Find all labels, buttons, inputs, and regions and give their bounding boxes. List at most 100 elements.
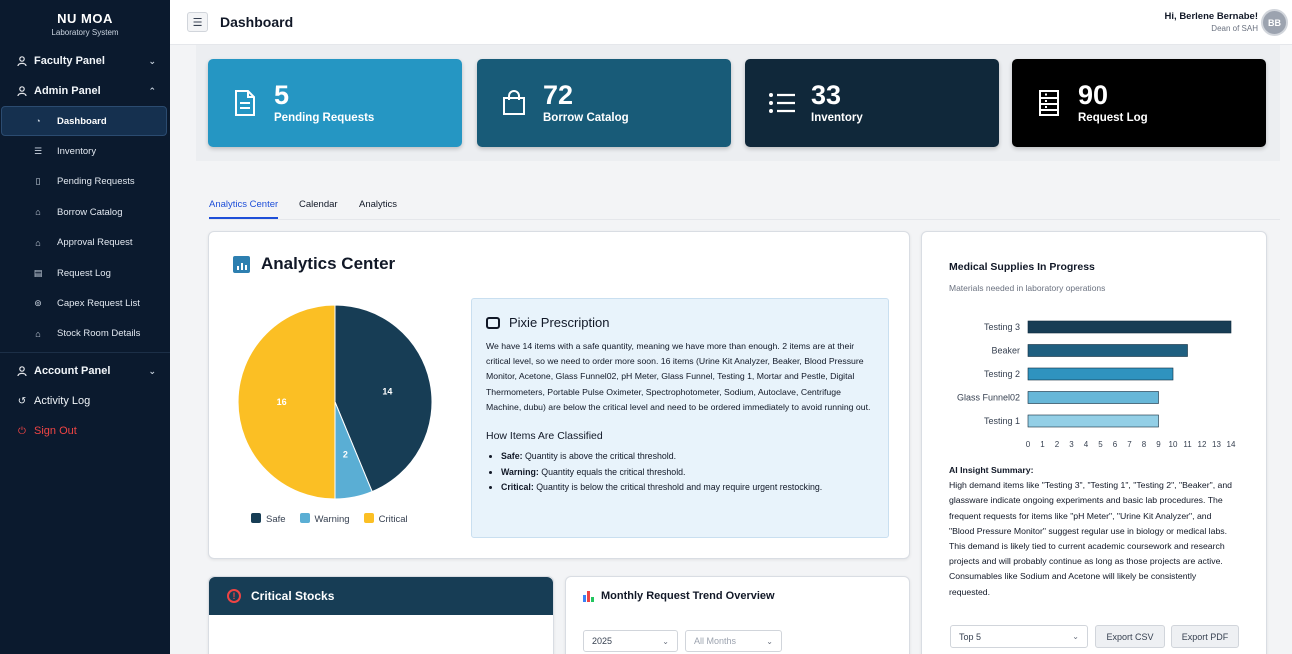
stat-card-inventory[interactable]: 33 Inventory [745, 59, 999, 147]
account-panel-toggle[interactable]: Account Panel ⌄ [0, 356, 170, 386]
sign-out-icon: ⏻ [18, 425, 26, 437]
sidebar-item-label: Stock Room Details [57, 328, 141, 340]
tabs: Analytics Center Calendar Analytics [196, 161, 1280, 221]
pie-data-label: 14 [382, 387, 392, 397]
list-item: Warning: Quantity equals the critical th… [501, 465, 874, 481]
hamburger-icon: ☰ [192, 16, 203, 29]
pixie-body: We have 14 items with a safe quantity, m… [486, 341, 871, 412]
activity-log-label: Activity Log [34, 395, 91, 408]
x-tick-label: 3 [1069, 440, 1074, 449]
top-n-select[interactable]: Top 5 ⌄ [950, 625, 1088, 648]
admin-panel-toggle[interactable]: Admin Panel ⌃ [0, 76, 170, 106]
sidebar-item-label: Pending Requests [57, 176, 135, 188]
stat-card-borrow-catalog[interactable]: 72 Borrow Catalog [477, 59, 731, 147]
legend-item-safe[interactable]: Safe [251, 513, 286, 525]
monthly-trend-heading: Monthly Request Trend Overview [583, 590, 775, 602]
year-value: 2025 [592, 636, 613, 646]
legend-item-critical[interactable]: Critical [363, 513, 408, 525]
menu-toggle-button[interactable]: ☰ [187, 12, 208, 32]
alert-icon: ! [227, 589, 241, 603]
sidebar-item-borrow-catalog[interactable]: ⌂ Borrow Catalog [0, 197, 170, 227]
sidebar-item-request-log[interactable]: ▤ Request Log [0, 258, 170, 288]
bar-testing-3[interactable] [1027, 320, 1232, 334]
capex-icon: ⊚ [34, 298, 42, 309]
avatar[interactable]: BB [1261, 9, 1288, 36]
faculty-panel-toggle[interactable]: Faculty Panel ⌄ [0, 46, 170, 76]
stat-card-pending-requests[interactable]: 5 Pending Requests [208, 59, 462, 147]
home-icon: ⌂ [35, 328, 41, 339]
legend-swatch [251, 513, 261, 523]
sidebar-item-capex-request-list[interactable]: ⊚ Capex Request List [0, 288, 170, 318]
user-role: Dean of SAH [1211, 24, 1258, 33]
critical-stocks-panel: ! Critical Stocks [208, 576, 554, 654]
pie-slice-critical[interactable] [237, 304, 336, 500]
chevron-down-icon: ⌄ [766, 636, 773, 646]
x-tick-label: 0 [1026, 440, 1031, 449]
sidebar-item-dashboard[interactable]: ◔ Dashboard [1, 106, 167, 137]
stat-label: Inventory [811, 112, 863, 124]
sidebar-item-approval-request[interactable]: ⌂ Approval Request [0, 228, 170, 258]
stat-card-request-log[interactable]: 90 Request Log [1012, 59, 1266, 147]
chevron-down-icon: ⌄ [148, 365, 156, 376]
bar-testing-2[interactable] [1027, 367, 1174, 381]
pie-legend: Safe Warning Critical [251, 513, 408, 525]
x-tick-label: 9 [1156, 440, 1161, 449]
rule-text: Quantity is below the critical threshold… [533, 482, 823, 493]
brand-title: NU MOA [57, 11, 113, 26]
pie-data-label: 16 [277, 397, 287, 407]
chevron-down-icon: ⌄ [662, 636, 669, 646]
active-tab-indicator [209, 217, 278, 219]
tab-analytics-center[interactable]: Analytics Center [209, 199, 279, 210]
brand: NU MOA Laboratory System [0, 0, 170, 46]
x-tick-label: 11 [1183, 440, 1192, 449]
legend-swatch [363, 513, 374, 523]
chevron-up-icon: ⌃ [148, 85, 156, 96]
sidebar-item-stock-room-details[interactable]: ⌂ Stock Room Details [0, 319, 170, 349]
account-panel-label: Account Panel [34, 365, 111, 378]
sidebar-item-pending-requests[interactable]: ▯ Pending Requests [0, 167, 170, 197]
document-icon [230, 88, 260, 118]
month-select[interactable]: All Months ⌄ [685, 630, 782, 652]
list-icon [767, 88, 797, 118]
bar-category-label: Testing 1 [984, 416, 1020, 426]
status-pie-chart: 14 2 16 [237, 304, 433, 500]
tab-analytics[interactable]: Analytics [359, 199, 398, 210]
medical-supplies-panel: Medical Supplies In Progress Materials n… [921, 231, 1267, 654]
x-tick-label: 14 [1227, 440, 1236, 449]
rule-term: Critical: [501, 482, 534, 493]
stat-value: 72 [543, 80, 574, 110]
top-n-value: Top 5 [959, 631, 982, 642]
rule-term: Safe: [501, 451, 523, 462]
pie-data-label: 2 [343, 449, 348, 459]
bar-glass-funnel02[interactable] [1027, 391, 1159, 404]
log-icon: ▤ [33, 267, 43, 278]
activity-log-link[interactable]: ↺ Activity Log [0, 386, 170, 416]
export-pdf-button[interactable]: Export PDF [1171, 625, 1239, 648]
x-tick-label: 5 [1098, 440, 1103, 449]
ai-insight-text: High demand items like "Testing 3", "Tes… [949, 480, 1233, 597]
sidebar: NU MOA Laboratory System Faculty Panel ⌄… [0, 0, 170, 654]
sidebar-item-inventory[interactable]: ☰ Inventory [0, 136, 170, 166]
critical-stocks-header: ! Critical Stocks [209, 577, 553, 615]
bar-beaker[interactable] [1027, 344, 1188, 357]
pixie-heading: Pixie Prescription [486, 315, 874, 330]
bar-chart-icon [233, 255, 250, 273]
sign-out-link[interactable]: ⏻ Sign Out [0, 416, 170, 446]
supplies-bar-chart: Testing 3 Beaker Testing 2 Glass Funnel02 Te… [957, 320, 1236, 449]
ai-insight-title: AI Insight Summary: [949, 465, 1034, 475]
year-select[interactable]: 2025 ⌄ [583, 630, 678, 652]
analytics-center-title: Analytics Center [261, 254, 396, 273]
monthly-trend-panel: Monthly Request Trend Overview 2025 ⌄ All… [565, 576, 910, 654]
tab-calendar[interactable]: Calendar [299, 199, 338, 210]
legend-item-warning[interactable]: Warning [299, 513, 350, 525]
rule-term: Warning: [501, 466, 539, 477]
chevron-down-icon: ⌄ [148, 55, 156, 66]
sign-out-label: Sign Out [34, 425, 77, 438]
analytics-center-heading: Analytics Center [233, 254, 395, 274]
pie-slice-safe[interactable] [334, 304, 433, 493]
robot-icon [486, 316, 500, 329]
x-tick-label: 12 [1198, 440, 1207, 449]
bar-testing-1[interactable] [1027, 414, 1159, 428]
export-csv-button[interactable]: Export CSV [1095, 625, 1165, 648]
user-name: Hi, Berlene Bernabe! [1164, 11, 1258, 22]
